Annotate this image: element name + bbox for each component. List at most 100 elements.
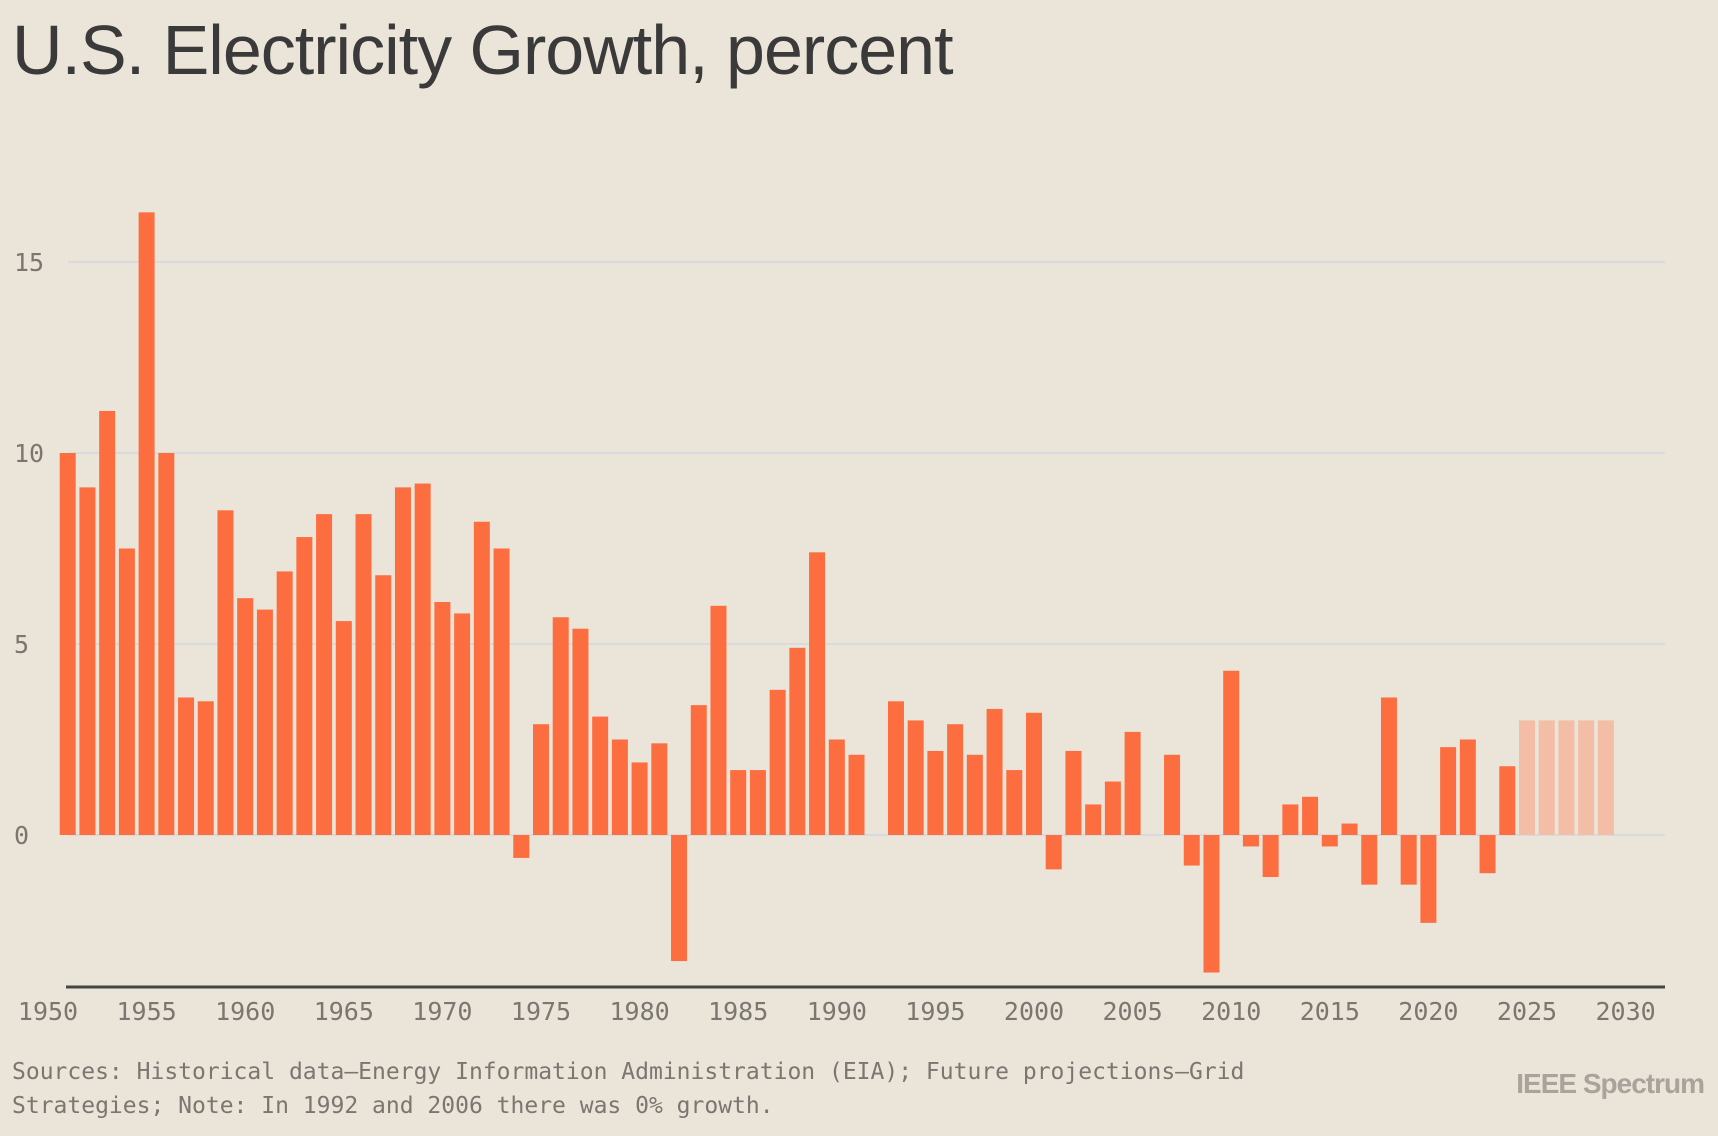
y-tick-label: 0 [14,821,29,850]
bar-2018 [1380,697,1397,835]
bar-1987 [769,689,786,835]
bar-2023 [1479,835,1496,874]
y-tick-label: 15 [14,248,44,277]
bar-2011 [1242,835,1259,847]
bar-1969 [414,483,431,835]
x-tick-label: 1980 [609,997,669,1026]
bar-1951 [59,453,76,835]
bar-1956 [158,453,175,835]
x-tick-label: 1975 [511,997,571,1026]
brand-logo: IEEE Spectrum [1516,1068,1705,1099]
y-tick-label: 5 [14,630,29,659]
chart-title: U.S. Electricity Growth, percent [12,11,954,89]
bar-1999 [1006,770,1023,835]
bar-1970 [434,601,451,835]
bar-1957 [178,697,195,835]
bar-2029 [1597,720,1614,835]
bar-2010 [1223,670,1240,835]
bar-2026 [1538,720,1555,835]
x-tick-label: 1950 [18,997,78,1026]
bar-1982 [671,835,688,962]
bar-1971 [454,613,471,835]
y-axis-ticks: 0 5 10 15 [14,248,44,850]
x-tick-label: 2000 [1004,997,1064,1026]
x-tick-label: 1960 [215,997,275,1026]
bar-1979 [611,739,628,835]
bar-1968 [394,487,411,835]
bar-1972 [473,521,490,835]
bar-2014 [1302,796,1319,835]
bar-1964 [316,514,333,835]
y-tick-label: 10 [14,439,44,468]
bar-1975 [533,724,549,835]
bar-1989 [809,552,826,835]
bar-1997 [966,754,983,835]
bar-1963 [296,537,313,835]
bar-2002 [1065,750,1082,835]
bar-2001 [1045,835,1062,870]
bar-1954 [118,548,135,835]
bar-2003 [1085,804,1102,835]
bar-2022 [1459,739,1476,835]
bar-1985 [730,770,747,835]
bar-1976 [552,617,569,835]
bar-1953 [99,410,116,835]
x-tick-label: 2015 [1300,997,1360,1026]
bars [59,212,1614,973]
bar-1966 [355,514,372,835]
bar-2015 [1321,835,1338,847]
bar-2025 [1519,720,1535,835]
bar-2017 [1361,835,1378,885]
bar-1986 [749,770,766,835]
bar-1962 [276,571,293,835]
bar-2016 [1341,823,1358,835]
bar-1991 [848,754,865,835]
bar-2009 [1203,835,1220,973]
bar-2012 [1262,835,1279,878]
bar-1958 [197,701,214,835]
bar-1974 [513,835,530,858]
bar-1996 [947,724,964,835]
bar-1955 [138,212,155,836]
bar-1990 [828,739,845,835]
x-tick-label: 1955 [116,997,176,1026]
bar-2005 [1124,731,1141,835]
x-axis-ticks: 1950 1955 1960 1965 1970 1975 1980 1985 1990 1995… [18,997,1656,1026]
bar-1967 [375,575,392,835]
x-tick-label: 1995 [905,997,965,1026]
bar-1994 [907,720,924,835]
x-tick-label: 1990 [807,997,867,1026]
bar-2000 [1026,712,1042,835]
bar-1981 [651,743,668,835]
bar-1984 [710,605,727,835]
bar-1977 [572,628,589,835]
bar-2004 [1104,781,1121,835]
bar-2024 [1499,766,1516,835]
x-tick-label: 2020 [1398,997,1458,1026]
x-tick-label: 2005 [1102,997,1162,1026]
bar-1995 [927,750,944,835]
x-tick-label: 2025 [1497,997,1557,1026]
gridlines [68,261,1665,836]
bar-1998 [986,708,1003,835]
x-tick-label: 1970 [412,997,472,1026]
bar-2013 [1282,804,1299,835]
bar-2028 [1578,720,1595,835]
bar-1959 [217,510,234,835]
x-tick-label: 1985 [708,997,768,1026]
x-tick-label: 2010 [1201,997,1261,1026]
source-note: Sources: Historical data—Energy Informat… [12,1059,1245,1119]
bar-2019 [1400,835,1417,885]
bar-1988 [789,647,806,835]
bar-1973 [493,548,510,835]
x-tick-label: 1965 [314,997,374,1026]
bar-1983 [690,705,707,835]
bar-1965 [335,621,352,835]
bar-1961 [256,609,273,835]
bar-2007 [1164,754,1181,835]
bar-2008 [1183,835,1200,866]
x-tick-label: 2030 [1595,997,1655,1026]
bar-1960 [237,598,254,835]
bar-1980 [631,762,648,835]
